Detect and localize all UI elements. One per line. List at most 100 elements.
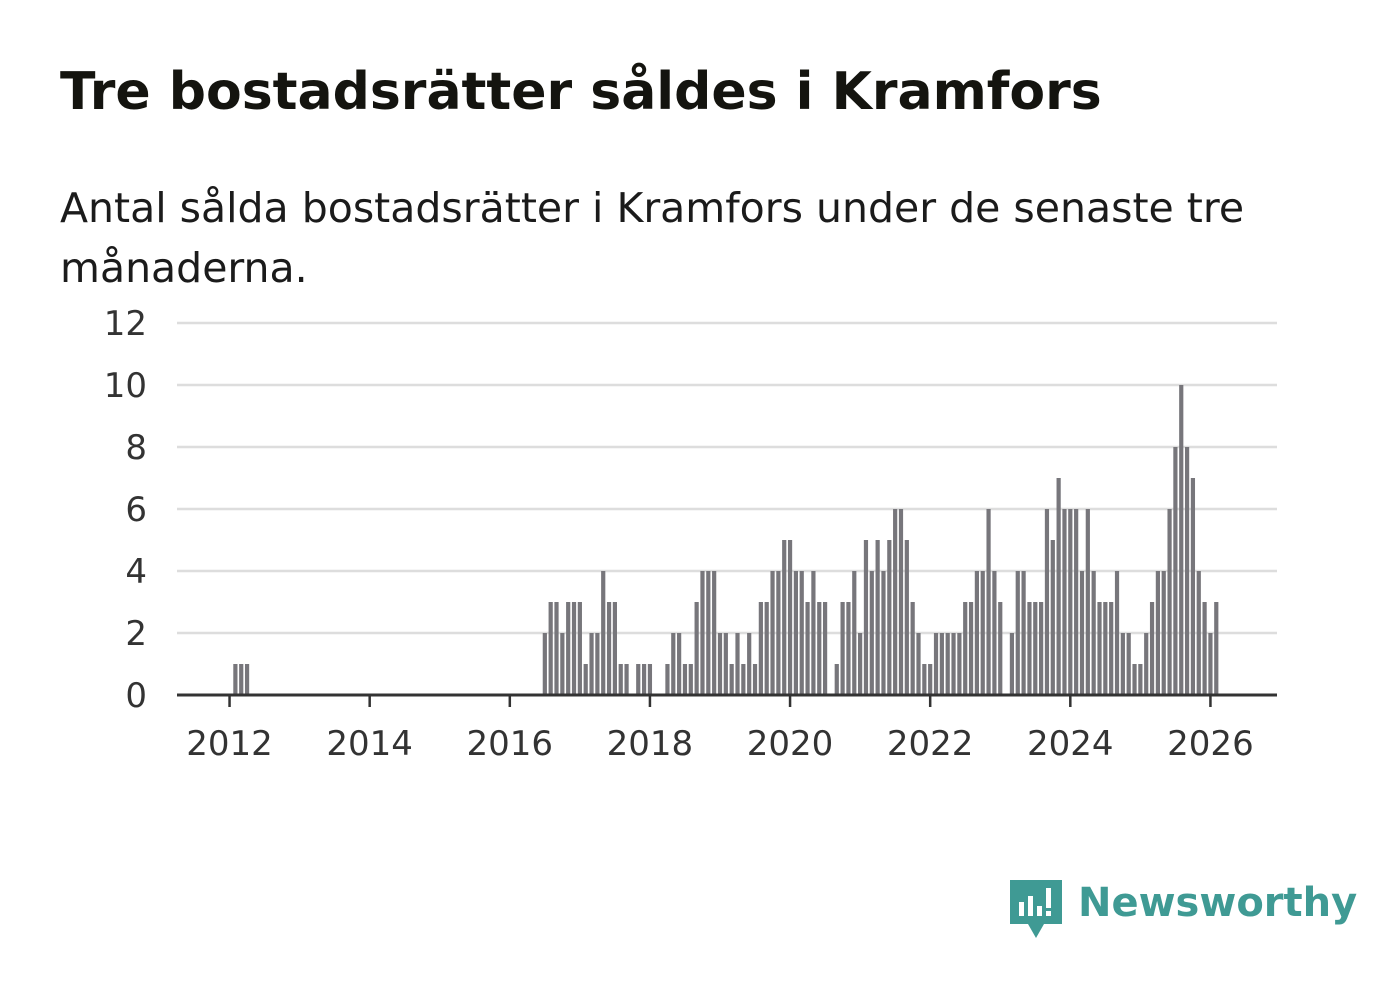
bar [1184, 447, 1190, 695]
bar [1144, 633, 1149, 695]
bar [752, 664, 758, 695]
bar [893, 509, 898, 695]
bar [694, 602, 699, 695]
bar [863, 540, 869, 695]
chart-title: Tre bostadsrätter såldes i Kramfors [60, 62, 1102, 122]
bar [1079, 571, 1085, 695]
bar [700, 571, 705, 695]
bar [1068, 509, 1073, 695]
y-tick-label: 4 [125, 552, 147, 592]
bar [968, 602, 974, 695]
bar [233, 664, 238, 695]
bar [793, 571, 798, 695]
bar [998, 602, 1003, 695]
y-tick-label: 6 [125, 490, 147, 530]
bar [881, 571, 886, 695]
bar [764, 602, 769, 695]
x-tick-label: 2018 [607, 724, 694, 764]
bar [787, 540, 793, 695]
x-tick-label: 2020 [747, 724, 834, 764]
brand-name: Newsworthy [1078, 880, 1358, 926]
y-tick-label: 0 [125, 676, 147, 716]
bar [1202, 602, 1207, 695]
bar [887, 540, 892, 695]
bar [1103, 602, 1108, 695]
bar [1021, 571, 1026, 695]
bar [1109, 602, 1114, 695]
bar [665, 664, 670, 695]
bar [852, 571, 857, 695]
bar [1214, 602, 1219, 695]
bar [1190, 478, 1196, 695]
bar [1120, 633, 1125, 695]
bar [641, 664, 647, 695]
bar [601, 571, 606, 695]
bar [805, 602, 810, 695]
x-tick-label: 2012 [186, 724, 273, 764]
bar [822, 602, 828, 695]
bar [951, 633, 956, 695]
bar [647, 664, 653, 695]
bar [928, 664, 933, 695]
x-tick-label: 2016 [467, 724, 554, 764]
bar [723, 633, 728, 695]
bar [957, 633, 962, 695]
bar [758, 602, 763, 695]
bar [606, 602, 612, 695]
y-tick-label: 8 [125, 428, 147, 468]
bar [904, 540, 909, 695]
bar [244, 664, 250, 695]
bar [729, 664, 734, 695]
bar [1097, 602, 1102, 695]
bar [671, 633, 676, 695]
y-tick-label: 2 [125, 614, 147, 654]
bar [846, 602, 851, 695]
bar [782, 540, 787, 695]
bar [1132, 664, 1137, 695]
bar [1179, 385, 1184, 695]
bar [566, 602, 571, 695]
bar [1173, 447, 1178, 695]
y-tick-label: 12 [104, 304, 147, 344]
newsworthy-brand[interactable]: Newsworthy [1010, 878, 1357, 942]
newsworthy-logo-icon [1010, 880, 1062, 938]
bar [776, 571, 781, 695]
chart-subtitle: Antal sålda bostadsrätter i Kramfors und… [60, 184, 1245, 292]
bar [1138, 664, 1143, 695]
bar [542, 633, 547, 695]
bar [571, 602, 577, 695]
bar [875, 540, 880, 695]
bar [677, 633, 682, 695]
bar [636, 664, 641, 695]
bar [986, 509, 991, 695]
bar [612, 602, 617, 695]
bar [717, 633, 723, 695]
bar [974, 571, 979, 695]
x-tick-label: 2014 [326, 724, 413, 764]
bar [554, 602, 559, 695]
bar [910, 602, 915, 695]
bar [1149, 602, 1155, 695]
bar [741, 664, 746, 695]
bar [980, 571, 985, 695]
bar [706, 571, 711, 695]
bar [858, 633, 863, 695]
bar [548, 602, 553, 695]
bar [682, 664, 688, 695]
bar [1033, 602, 1038, 695]
bar [1167, 509, 1172, 695]
x-tick-label: 2022 [887, 724, 974, 764]
bar [770, 571, 775, 695]
x-tick-label: 2026 [1167, 724, 1254, 764]
bar [799, 571, 804, 695]
bar [1015, 571, 1020, 695]
bar [933, 633, 939, 695]
bar [239, 664, 244, 695]
bar [688, 664, 693, 695]
bar-chart: 0 2 4 6 8 10 12 2012 2014 2016 2018 2020 2022 2024 202… [104, 304, 1277, 764]
bar [898, 509, 904, 695]
bar [916, 633, 921, 695]
bar [817, 602, 822, 695]
bar [1044, 509, 1050, 695]
bar [1062, 509, 1067, 695]
